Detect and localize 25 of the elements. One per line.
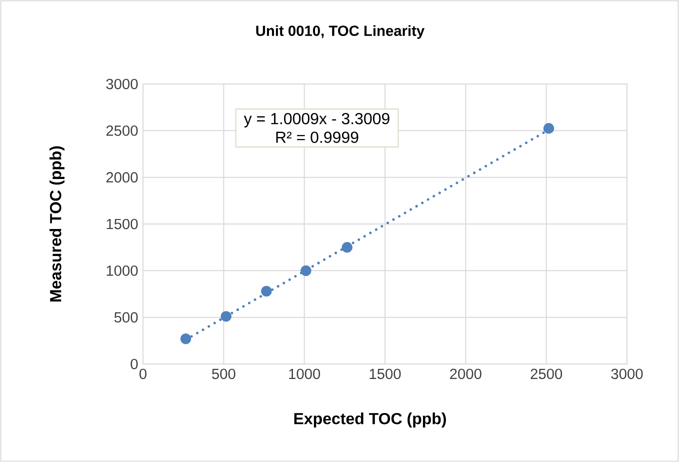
x-tick-label: 1500 bbox=[370, 368, 401, 380]
point bbox=[220, 311, 232, 322]
y-tick-label: 500 bbox=[114, 312, 138, 323]
point bbox=[300, 265, 312, 276]
x-tick-label: 3000 bbox=[611, 368, 643, 380]
point bbox=[180, 333, 192, 344]
x-tick-label: 0 bbox=[139, 368, 146, 380]
point bbox=[261, 286, 272, 297]
y-tick-label: 1500 bbox=[106, 218, 138, 230]
x-tick-label: 2500 bbox=[530, 368, 562, 380]
y-tick-label: 3000 bbox=[106, 78, 138, 90]
point bbox=[342, 242, 352, 253]
y-tick-label: 2500 bbox=[106, 125, 138, 136]
chart-title: Unit 0010, TOC Linearity bbox=[256, 25, 425, 39]
x-axis-title: Expected TOC (ppb) bbox=[294, 412, 446, 428]
x-tick-label: 2000 bbox=[450, 368, 482, 380]
annotation: R² = 0.9999 bbox=[276, 132, 358, 143]
point bbox=[543, 123, 554, 134]
x-tick-label: 1000 bbox=[289, 368, 320, 380]
y-tick-label: 0 bbox=[130, 358, 138, 370]
y-tick-label: 1000 bbox=[106, 265, 138, 276]
y-tick-label: 2000 bbox=[106, 172, 138, 183]
annotation: y = 1.0009x - 3.3009 bbox=[244, 112, 390, 128]
x-tick-label: 500 bbox=[212, 368, 236, 380]
y-axis-title: Measured TOC (ppb) bbox=[50, 146, 64, 302]
